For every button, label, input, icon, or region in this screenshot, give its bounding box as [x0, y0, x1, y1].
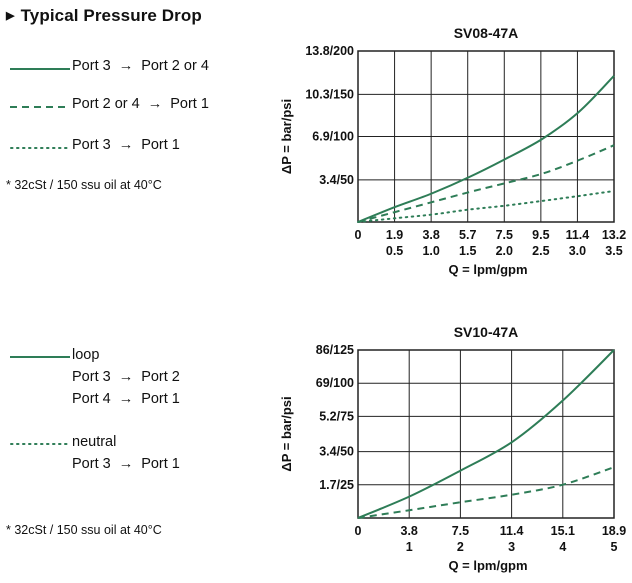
y-tick-label: 13.8/200 — [305, 44, 354, 58]
neutral-1-from: Port 3 — [72, 456, 111, 472]
legend-2-to: Port 1 — [170, 96, 209, 112]
x-tick-label-lpm: 15.1 — [551, 524, 575, 538]
legend-1-to: Port 2 or 4 — [141, 58, 209, 74]
arrow-icon: → — [118, 369, 134, 385]
chart-sv10-47a: SV10-47A 1.7/25 3.4/50 5.2/75 69/100 86/125 0 3… — [279, 324, 626, 573]
legend-neutral-line-1: Port 3 → Port 1 — [72, 456, 180, 472]
x-tick-label-gpm: 1.5 — [459, 244, 476, 258]
legend-loop-line-2: Port 4 → Port 1 — [72, 391, 180, 407]
legend-neutral-swatch — [10, 443, 70, 445]
x-tick-label-lpm: 13.2 — [602, 228, 626, 242]
x-tick-label-lpm: 7.5 — [496, 228, 513, 242]
y-axis-label: ΔP = bar/psi — [279, 396, 294, 471]
legend-3-to: Port 1 — [141, 137, 180, 153]
y-tick-label: 1.7/25 — [319, 478, 354, 492]
bottom-legend: loop Port 3 → Port 2 Port 4 → Port 1 neutral… — [6, 345, 270, 545]
legend-dotted-swatch — [10, 147, 70, 149]
x-tick-label-lpm: 5.7 — [459, 228, 476, 242]
chart-sv08-47a: SV08-47A 3.4/50 6.9/100 10.3/150 13.8/200 0 1.… — [279, 25, 626, 277]
arrow-icon: → — [147, 96, 163, 112]
y-tick-label: 10.3/150 — [305, 87, 354, 101]
chart-title: SV10-47A — [454, 324, 519, 340]
x-tick-label-lpm: 0 — [355, 524, 362, 538]
arrow-icon: → — [118, 391, 134, 407]
legend-loop-swatch — [10, 356, 70, 358]
x-tick-label-lpm: 11.4 — [500, 524, 524, 538]
x-tick-label-lpm: 1.9 — [386, 228, 403, 242]
legend-loop-line-1: Port 3 → Port 2 — [72, 369, 180, 385]
x-tick-label-gpm: 1.0 — [422, 244, 439, 258]
y-tick-label: 86/125 — [316, 343, 354, 357]
arrow-icon: → — [118, 137, 134, 153]
x-tick-label-gpm: 2.5 — [532, 244, 549, 258]
x-tick-label-gpm: 0.5 — [386, 244, 403, 258]
legend-item-2: Port 2 or 4 → Port 1 — [72, 96, 209, 112]
legend-item-3: Port 3 → Port 1 — [72, 137, 180, 153]
x-tick-label-gpm: 3.5 — [605, 244, 622, 258]
legend-neutral-label: neutral — [72, 434, 117, 450]
x-tick-label-lpm: 18.9 — [602, 524, 626, 538]
neutral-1-to: Port 1 — [141, 456, 180, 472]
x-axis-label: Q = lpm/gpm — [448, 262, 527, 277]
arrow-icon: → — [118, 456, 134, 472]
x-tick-label-lpm: 3.8 — [422, 228, 439, 242]
legend-dashed-swatch — [10, 106, 70, 108]
plot-frame — [357, 50, 615, 223]
y-axis-label: ΔP = bar/psi — [279, 99, 294, 174]
x-tick-label-lpm: 7.5 — [452, 524, 469, 538]
x-tick-label-gpm: 4 — [559, 540, 566, 554]
series-line-dashed — [357, 466, 615, 519]
x-tick-label-lpm: 0 — [355, 228, 362, 242]
x-tick-label-gpm: 3 — [508, 540, 515, 554]
y-tick-label: 3.4/50 — [319, 445, 354, 459]
x-tick-label-lpm: 11.4 — [566, 228, 590, 242]
y-tick-label: 5.2/75 — [319, 409, 354, 423]
x-tick-label-lpm: 9.5 — [532, 228, 549, 242]
plot-frame — [357, 349, 615, 519]
loop-2-from: Port 4 — [72, 391, 111, 407]
oil-note-bottom: * 32cSt / 150 ssu oil at 40°C — [6, 523, 162, 537]
x-tick-label-gpm: 5 — [611, 540, 618, 554]
top-legend: Port 3 → Port 2 or 4 Port 2 or 4 → Port 1 Po… — [6, 55, 270, 205]
series-line-solid — [357, 349, 615, 519]
triangle-bullet-icon: ▶ — [6, 10, 15, 22]
page-heading: ▶ Typical Pressure Drop — [6, 6, 202, 26]
y-tick-label: 6.9/100 — [312, 130, 354, 144]
y-tick-label: 69/100 — [316, 376, 354, 390]
legend-1-from: Port 3 — [72, 58, 111, 74]
series-line-dashed — [357, 144, 615, 223]
legend-loop-label: loop — [72, 347, 100, 363]
legend-solid-swatch — [10, 68, 70, 70]
x-tick-label-gpm: 1 — [406, 540, 413, 554]
loop-2-to: Port 1 — [141, 391, 180, 407]
chart-title: SV08-47A — [454, 25, 519, 41]
loop-1-to: Port 2 — [141, 369, 180, 385]
x-axis-label: Q = lpm/gpm — [448, 558, 527, 573]
legend-3-from: Port 3 — [72, 137, 111, 153]
arrow-icon: → — [118, 58, 134, 74]
oil-note-top: * 32cSt / 150 ssu oil at 40°C — [6, 178, 162, 192]
x-tick-label-gpm: 2.0 — [496, 244, 513, 258]
x-tick-label-gpm: 3.0 — [569, 244, 586, 258]
series-line-solid — [357, 75, 615, 223]
heading-text: Typical Pressure Drop — [20, 6, 202, 25]
loop-1-from: Port 3 — [72, 369, 111, 385]
legend-2-from: Port 2 or 4 — [72, 96, 140, 112]
x-tick-label-lpm: 3.8 — [401, 524, 418, 538]
y-tick-label: 3.4/50 — [319, 173, 354, 187]
x-tick-label-gpm: 2 — [457, 540, 464, 554]
legend-item-1: Port 3 → Port 2 or 4 — [72, 58, 209, 74]
